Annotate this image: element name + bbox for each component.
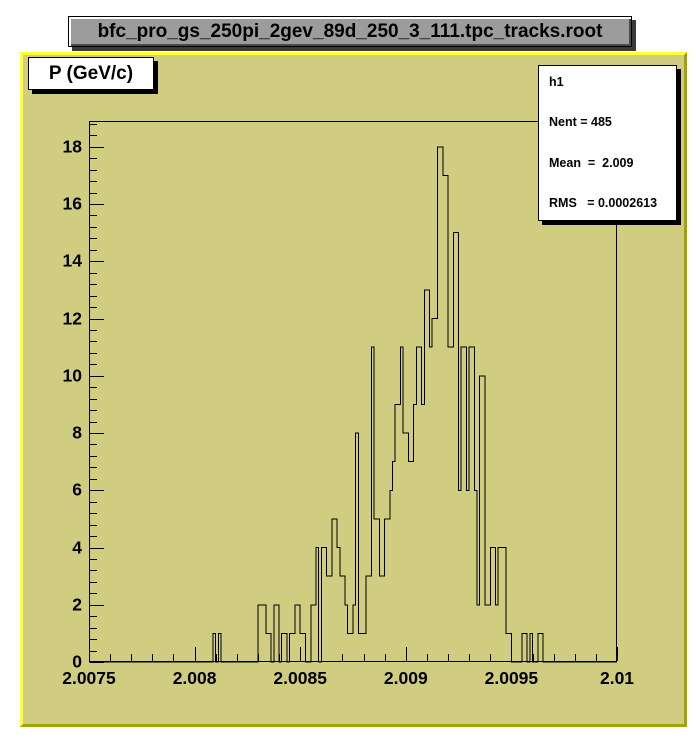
stats-mean: Mean = 2.009 xyxy=(549,155,634,170)
stats-histogram-name: h1 xyxy=(549,75,564,89)
x-tick-label: 2.0075 xyxy=(62,668,116,688)
stats-box[interactable]: h1 Nent = 485 Mean = 2.009 RMS = 0.00026… xyxy=(538,65,677,221)
canvas-title-text: bfc_pro_gs_250pi_2gev_89d_250_3_111.tpc_… xyxy=(97,20,603,42)
stats-entries: Nent = 485 xyxy=(549,115,612,130)
x-tick-label: 2.0085 xyxy=(273,668,327,688)
canvas-title-bar[interactable]: bfc_pro_gs_250pi_2gev_89d_250_3_111.tpc_… xyxy=(68,16,632,47)
x-tick-label: 2.008 xyxy=(172,668,217,688)
y-tick-label: 2 xyxy=(72,594,82,615)
histogram-title-text: P (GeV/c) xyxy=(48,62,134,84)
y-tick-label: 8 xyxy=(72,422,82,443)
x-tick-label: 2.009 xyxy=(383,668,428,688)
y-tick-label: 12 xyxy=(62,308,82,328)
y-tick-label: 16 xyxy=(62,193,82,214)
y-tick-label: 4 xyxy=(72,537,82,557)
histogram-title-pave[interactable]: P (GeV/c) xyxy=(28,57,154,90)
y-tick-label: 18 xyxy=(62,136,82,157)
y-tick-label: 10 xyxy=(62,365,82,386)
y-tick-label: 14 xyxy=(62,250,82,271)
y-tick-label: 0 xyxy=(72,651,82,672)
stats-rms: RMS = 0.0002613 xyxy=(549,195,658,210)
x-tick-label: 2.01 xyxy=(599,668,635,688)
y-tick-label: 6 xyxy=(72,479,82,500)
x-tick-label: 2.0095 xyxy=(484,668,539,688)
